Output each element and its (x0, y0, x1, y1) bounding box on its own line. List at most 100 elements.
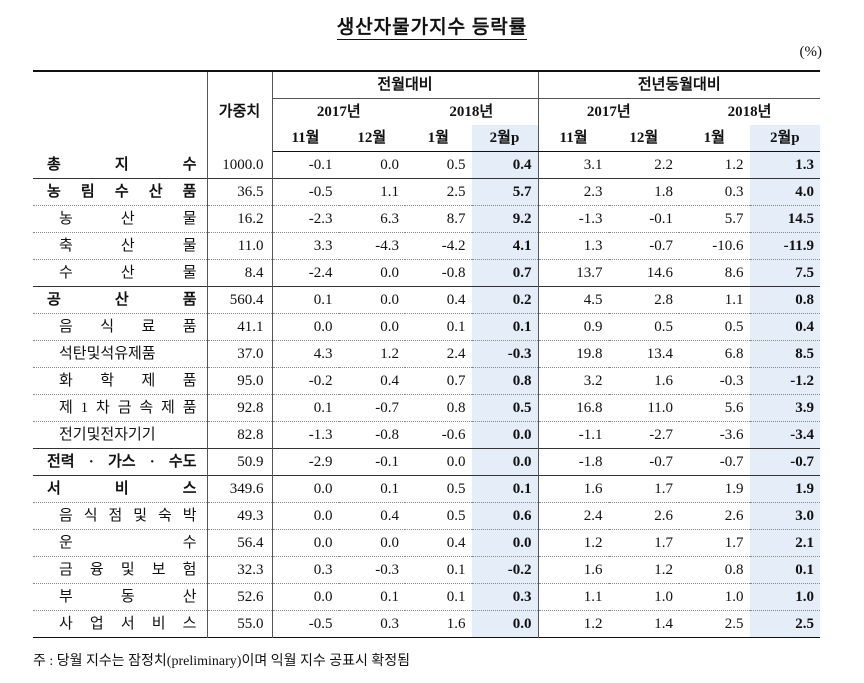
value-cell: 1.2 (338, 340, 405, 368)
value-cell: 2.4 (405, 340, 472, 368)
value-cell: -4.3 (338, 232, 405, 260)
weight-cell: 36.5 (206, 178, 273, 206)
row-label: 화 학 제 품 (33, 367, 207, 395)
value-cell: 0.1 (272, 286, 339, 314)
value-cell: 3.0 (749, 502, 821, 530)
value-cell: 0.8 (679, 556, 750, 584)
value-cell: -0.8 (338, 421, 405, 449)
value-cell: -0.8 (405, 259, 472, 287)
value-cell: 2.1 (749, 529, 821, 557)
value-cell: -0.7 (608, 448, 680, 476)
value-cell: 0.8 (405, 394, 472, 422)
weight-cell: 49.3 (206, 502, 273, 530)
sub-row: 음 식 점 및 숙 박 49.3 0.0 0.4 0.5 0.6 2.4 2.6 2.6 3.0 (33, 502, 821, 530)
header-year: 2018년 (449, 104, 494, 120)
value-cell: 1.0 (608, 583, 680, 611)
sub-row: 축 산 물 11.0 3.3 -4.3 -4.2 4.1 1.3 -0.7 -10.6 -11.9 (33, 232, 821, 260)
value-cell: -0.5 (272, 178, 339, 206)
value-cell: 1.6 (405, 610, 472, 638)
value-cell: 0.1 (338, 583, 405, 611)
value-cell: 6.3 (338, 205, 405, 233)
value-cell: -0.7 (679, 448, 750, 476)
value-cell: 0.0 (471, 529, 539, 557)
value-cell: -10.6 (679, 232, 750, 260)
value-cell: -1.3 (272, 421, 339, 449)
value-cell: 1.6 (608, 367, 680, 395)
value-cell: 0.0 (272, 529, 339, 557)
value-cell: 1.7 (679, 529, 750, 557)
sub-row: 음 식 료 품 41.1 0.0 0.0 0.1 0.1 0.9 0.5 0.5 0.4 (33, 313, 821, 341)
value-cell: -11.9 (749, 232, 821, 260)
value-cell: 0.3 (338, 610, 405, 638)
value-cell: 0.0 (272, 313, 339, 341)
value-cell: 2.8 (608, 286, 680, 314)
row-label: 음 식 점 및 숙 박 (33, 502, 207, 530)
header-group: 전월대비 (272, 71, 539, 99)
weight-cell: 32.3 (206, 556, 273, 584)
major-row: 전력 · 가스 · 수도 50.9 -2.9 -0.1 0.0 0.0 -1.8 -0.7 -0… (33, 448, 821, 476)
value-cell: 0.1 (749, 556, 821, 584)
value-cell: 0.0 (272, 475, 339, 503)
value-cell: 0.8 (471, 367, 539, 395)
table: 가중치 전월대비 전년동월대비 2017년 2018년 2017년 2018년 11월 12월 1… (33, 70, 821, 638)
value-cell: 0.0 (272, 502, 339, 530)
table-header: 가중치 전월대비 전년동월대비 2017년 2018년 2017년 2018년 11월 12월 1… (33, 71, 821, 152)
value-cell: 13.7 (537, 259, 609, 287)
major-row: 총 지 수 1000.0 -0.1 0.0 0.5 0.4 3.1 2.2 1.2 1.3 (33, 151, 821, 179)
value-cell: -0.7 (608, 232, 680, 260)
value-cell: 0.0 (471, 448, 539, 476)
value-cell: 0.2 (471, 286, 539, 314)
weight-cell: 16.2 (206, 205, 273, 233)
value-cell: 6.8 (679, 340, 750, 368)
sub-row: 농 산 물 16.2 -2.3 6.3 8.7 9.2 -1.3 -0.1 5.7 14.5 (33, 205, 821, 233)
value-cell: 14.5 (749, 205, 821, 233)
header-group: 전년동월대비 (537, 71, 821, 99)
value-cell: -1.2 (749, 367, 821, 395)
weight-cell: 50.9 (206, 448, 273, 476)
sub-row: 수 산 물 8.4 -2.4 0.0 -0.8 0.7 13.7 14.6 8.6 7.5 (33, 259, 821, 287)
sub-row: 부 동 산 52.6 0.0 0.1 0.1 0.3 1.1 1.0 1.0 1.0 (33, 583, 821, 611)
value-cell: 4.3 (272, 340, 339, 368)
row-label: 운 수 (33, 529, 207, 557)
weight-cell: 37.0 (206, 340, 273, 368)
value-cell: 1.2 (537, 610, 609, 638)
value-cell: 0.1 (405, 313, 472, 341)
value-cell: 0.5 (446, 157, 466, 173)
value-cell: 1.4 (608, 610, 680, 638)
row-label: 제 1 차 금 속 제 품 (33, 394, 207, 422)
value-cell: 0.1 (272, 394, 339, 422)
value-cell: 0.1 (338, 475, 405, 503)
weight-cell: 52.6 (206, 583, 273, 611)
header-row: 가중치 전월대비 전년동월대비 (33, 71, 821, 152)
weight-cell: 82.8 (206, 421, 273, 449)
value-cell: 5.7 (679, 205, 750, 233)
weight-cell: 92.8 (206, 394, 273, 422)
sub-row: 화 학 제 품 95.0 -0.2 0.4 0.7 0.8 3.2 1.6 -0.3 -1.2 (33, 367, 821, 395)
header-row: 11월 12월 1월 2월p 11월 12월 1월 2월p (33, 125, 821, 152)
sub-row: 사 업 서 비 스 55.0 -0.5 0.3 1.6 0.0 1.2 1.4 2.5 2.5 (33, 610, 821, 638)
value-cell: 3.9 (749, 394, 821, 422)
value-cell: 0.1 (405, 556, 472, 584)
value-cell: 2.2 (654, 157, 674, 173)
header-month: 1월 (405, 125, 472, 152)
header-year: 2017년 (537, 98, 680, 125)
row-label: 축 산 물 (33, 232, 207, 260)
major-row: 농 림 수 산 품 36.5 -0.5 1.1 2.5 5.7 2.3 1.8 0.3 4.0 (33, 178, 821, 206)
value-cell: -0.6 (405, 421, 472, 449)
row-label: 금 융 및 보 험 (33, 556, 207, 584)
value-cell: 0.5 (405, 502, 472, 530)
value-cell: 11.0 (608, 394, 680, 422)
sub-row: 제 1 차 금 속 제 품 92.8 0.1 -0.7 0.8 0.5 16.8 11.0 5.… (33, 394, 821, 422)
row-label: 부 동 산 (33, 583, 207, 611)
header-year: 2017년 (316, 104, 361, 120)
weight-cell: 1000.0 (206, 151, 273, 179)
value-cell: 0.4 (749, 313, 821, 341)
row-label: 음 식 료 품 (33, 313, 207, 341)
value-cell: 0.3 (471, 583, 539, 611)
value-cell: 1.7 (608, 529, 680, 557)
value-cell: -0.1 (608, 205, 680, 233)
header-corner (33, 71, 207, 152)
value-cell: -0.3 (471, 340, 539, 368)
value-cell: 2.4 (537, 502, 609, 530)
value-cell: 0.9 (537, 313, 609, 341)
